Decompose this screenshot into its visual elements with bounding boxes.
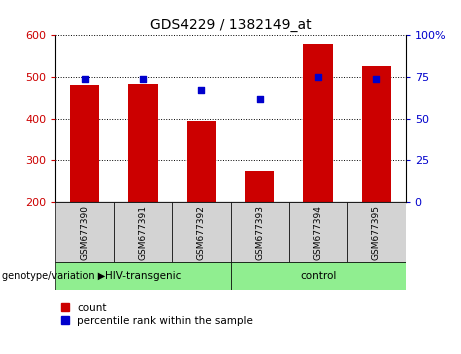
Bar <box>187 121 216 202</box>
Legend: count, percentile rank within the sample: count, percentile rank within the sample <box>60 303 253 326</box>
Point <box>81 76 88 81</box>
Bar <box>245 171 274 202</box>
Text: GSM677391: GSM677391 <box>138 205 148 260</box>
Bar <box>128 84 158 202</box>
Bar <box>289 202 347 262</box>
Point <box>198 87 205 93</box>
Bar <box>55 202 114 262</box>
Point <box>256 96 263 102</box>
Bar <box>114 202 172 262</box>
Text: GSM677393: GSM677393 <box>255 205 264 260</box>
Point <box>314 74 322 80</box>
Bar <box>55 262 230 290</box>
Bar <box>230 262 406 290</box>
Point <box>139 76 147 81</box>
Text: GSM677394: GSM677394 <box>313 205 323 260</box>
Point <box>373 76 380 81</box>
Bar <box>362 66 391 202</box>
Text: GSM677392: GSM677392 <box>197 205 206 260</box>
Text: genotype/variation ▶: genotype/variation ▶ <box>2 271 106 281</box>
Text: GDS4229 / 1382149_at: GDS4229 / 1382149_at <box>150 18 311 32</box>
Text: GSM677395: GSM677395 <box>372 205 381 260</box>
Bar <box>230 202 289 262</box>
Text: control: control <box>300 271 336 281</box>
Bar <box>347 202 406 262</box>
Text: HIV-transgenic: HIV-transgenic <box>105 271 181 281</box>
Bar <box>303 44 333 202</box>
Bar <box>70 85 99 202</box>
Bar <box>172 202 230 262</box>
Text: GSM677390: GSM677390 <box>80 205 89 260</box>
